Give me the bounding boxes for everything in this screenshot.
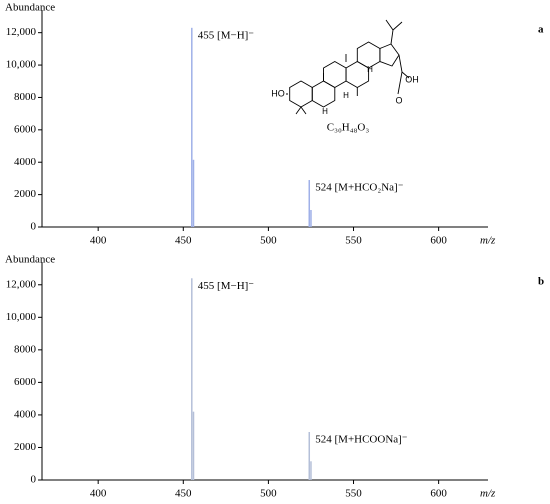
atom-label: H	[343, 91, 349, 100]
y-axis-label: Abundance	[5, 254, 55, 266]
atom-label: H	[367, 65, 373, 74]
peak	[192, 159, 195, 227]
peak-annotation: 524 [M+HCOONa]⁻	[315, 434, 408, 446]
peak-annotation: 524 [M+HCO₂Na]⁻	[315, 182, 403, 194]
x-tick-label: 450	[175, 235, 192, 247]
x-tick-label: 450	[175, 488, 192, 500]
ring	[323, 60, 347, 89]
ring	[311, 80, 336, 108]
y-axis-label: Abundance	[5, 2, 55, 14]
x-tick-label: 550	[345, 235, 362, 247]
peak	[192, 411, 195, 480]
ring	[356, 41, 381, 69]
molecule-structure: HO OH O H H H C₃₀H₄₈O₃	[271, 19, 419, 134]
formula: C₃₀H₄₈O₃	[327, 122, 370, 134]
bond	[286, 19, 410, 115]
y-tick-label: 6000	[14, 123, 37, 135]
panel-label: a	[538, 24, 544, 36]
y-tick-label: 12,000	[6, 26, 37, 38]
x-tick-label: 400	[90, 488, 107, 500]
ring	[289, 80, 313, 108]
y-tick-label: 12,000	[6, 278, 37, 290]
x-axis-label: m/z	[480, 488, 496, 500]
y-tick-label: 10,000	[6, 311, 37, 323]
x-tick-label: 500	[260, 488, 277, 500]
x-tick-label: 600	[430, 488, 447, 500]
x-axis-label: m/z	[480, 235, 496, 247]
x-tick-label: 550	[345, 488, 362, 500]
y-tick-label: 6000	[14, 376, 37, 388]
y-tick-label: 8000	[14, 91, 37, 103]
ring	[345, 60, 370, 89]
y-tick-label: 0	[31, 474, 37, 486]
y-tick-label: 4000	[14, 156, 37, 168]
x-tick-label: 400	[90, 235, 107, 247]
panel-label: b	[538, 276, 544, 288]
peak	[310, 461, 312, 480]
y-tick-label: 2000	[14, 188, 37, 200]
x-tick-label: 600	[430, 235, 447, 247]
peak	[191, 278, 193, 480]
y-tick-label: 4000	[14, 408, 37, 420]
y-tick-label: 0	[31, 221, 37, 233]
peak-annotation: 455 [M−H]⁻	[198, 29, 255, 41]
ring	[379, 43, 400, 67]
peak	[310, 209, 312, 227]
atom-label: HO	[271, 88, 285, 98]
atom-label: O	[395, 95, 402, 105]
y-tick-label: 8000	[14, 343, 37, 355]
peak	[191, 27, 193, 228]
y-tick-label: 10,000	[6, 59, 37, 71]
peak	[308, 180, 311, 227]
atom-label: H	[322, 107, 328, 116]
x-tick-label: 500	[260, 235, 277, 247]
atom-label: OH	[405, 74, 419, 84]
y-tick-label: 2000	[14, 441, 37, 453]
peak	[308, 432, 311, 480]
peak-annotation: 455 [M−H]⁻	[198, 280, 255, 292]
